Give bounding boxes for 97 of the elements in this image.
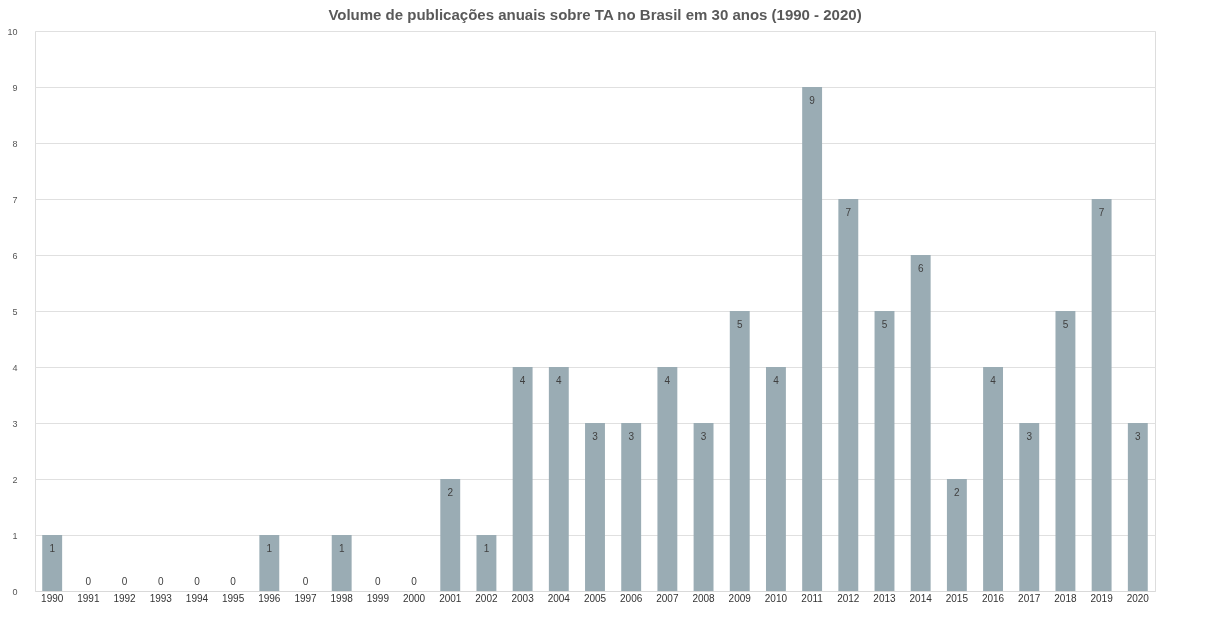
- data-label: 3: [628, 431, 635, 442]
- bar: [765, 367, 786, 591]
- data-label: 0: [194, 576, 201, 587]
- x-tick-label: 2003: [511, 592, 535, 604]
- bar: [693, 423, 714, 591]
- x-tick-label: 2006: [620, 592, 643, 604]
- y-tick-label: 7: [12, 194, 18, 205]
- x-tick-label: 2013: [873, 592, 897, 604]
- bar: [983, 367, 1004, 591]
- y-tick-label: 5: [12, 306, 18, 317]
- x-tick-label: 2004: [547, 592, 571, 604]
- x-tick-label: 2016: [981, 592, 1005, 604]
- x-tick-label: 2002: [475, 592, 498, 604]
- data-label: 1: [266, 543, 273, 554]
- data-label: 7: [1098, 207, 1105, 218]
- bar: [946, 479, 967, 591]
- data-label: 1: [483, 543, 490, 554]
- bar: [838, 199, 859, 591]
- chart-title: Volume de publicações anuais sobre TA no Brasil em 30 anos (1990 - 2020): [328, 6, 862, 23]
- x-tick-label: 2014: [909, 592, 933, 604]
- x-tick-label: 1998: [330, 592, 354, 604]
- bar: [548, 367, 569, 591]
- x-tick-label: 1990: [41, 592, 64, 604]
- x-tick-label: 1992: [113, 592, 137, 604]
- data-label: 7: [845, 207, 852, 218]
- x-tick-label: 1991: [77, 592, 100, 604]
- x-tick-label: 1995: [222, 592, 245, 604]
- data-label: 2: [447, 487, 454, 498]
- data-label: 1: [49, 543, 56, 554]
- bar: [585, 423, 605, 591]
- data-label: 3: [1135, 431, 1142, 442]
- x-tick-label: 1994: [185, 592, 209, 604]
- x-tick-label: 1993: [149, 592, 173, 604]
- x-tick-label: 2010: [764, 592, 788, 604]
- bar: [440, 479, 461, 591]
- y-tick-label: 0: [12, 586, 18, 597]
- data-label: 0: [302, 576, 309, 587]
- data-label: 4: [519, 375, 526, 386]
- bar: [1127, 423, 1148, 591]
- y-tick-label: 3: [12, 418, 18, 429]
- bar: [657, 367, 678, 591]
- bar: [42, 535, 63, 591]
- x-tick-label: 1999: [366, 592, 390, 604]
- data-label: 3: [592, 431, 599, 442]
- x-tick-label: 2008: [692, 592, 716, 604]
- x-tick-label: 2007: [656, 592, 679, 604]
- x-tick-label: 2000: [402, 592, 426, 604]
- data-label: 4: [773, 375, 780, 386]
- x-tick-label: 2001: [439, 592, 462, 604]
- bar: [874, 311, 895, 591]
- x-tick-label: 2020: [1126, 592, 1150, 604]
- x-tick-label: 1996: [258, 592, 281, 604]
- x-tick-label: 2015: [945, 592, 969, 604]
- data-label: 3: [1026, 431, 1033, 442]
- x-tick-label: 2019: [1090, 592, 1114, 604]
- y-tick-label: 8: [12, 138, 18, 149]
- data-label: 0: [375, 576, 382, 587]
- y-tick-label: 2: [12, 474, 18, 485]
- data-label: 6: [917, 263, 924, 274]
- x-tick-label: 2012: [837, 592, 860, 604]
- bar: [1019, 423, 1040, 591]
- data-label: 3: [700, 431, 707, 442]
- y-tick-label: 9: [12, 82, 18, 93]
- x-tick-label: 2005: [583, 592, 607, 604]
- bar: [512, 367, 533, 591]
- bar: [331, 535, 352, 591]
- y-tick-label: 4: [12, 362, 18, 373]
- data-label: 4: [990, 375, 997, 386]
- x-tick-label: 2009: [728, 592, 752, 604]
- bar: [729, 311, 750, 591]
- x-tick-label: 2018: [1054, 592, 1077, 604]
- data-label: 5: [1062, 319, 1069, 330]
- bar: [1091, 199, 1112, 591]
- y-tick-label: 1: [12, 530, 18, 541]
- data-label: 4: [664, 375, 671, 386]
- data-label: 0: [121, 576, 128, 587]
- y-tick-label: 10: [7, 26, 18, 37]
- x-tick-label: 1997: [294, 592, 318, 604]
- data-label: 1: [338, 543, 345, 554]
- bar: [910, 255, 931, 591]
- data-label: 0: [85, 576, 92, 587]
- bar: [1055, 311, 1076, 591]
- bar: [259, 535, 280, 591]
- bar: [621, 423, 642, 591]
- data-label: 5: [881, 319, 888, 330]
- data-label: 9: [809, 95, 816, 106]
- data-label: 0: [157, 576, 164, 587]
- x-tick-label: 2017: [1018, 592, 1041, 604]
- data-label: 2: [954, 487, 961, 498]
- data-label: 0: [230, 576, 237, 587]
- data-label: 0: [411, 576, 418, 587]
- bar: [802, 87, 823, 591]
- y-tick-label: 6: [12, 250, 18, 261]
- data-label: 4: [556, 375, 563, 386]
- bar: [476, 535, 497, 591]
- data-label: 5: [736, 319, 743, 330]
- x-tick-label: 2011: [801, 592, 824, 604]
